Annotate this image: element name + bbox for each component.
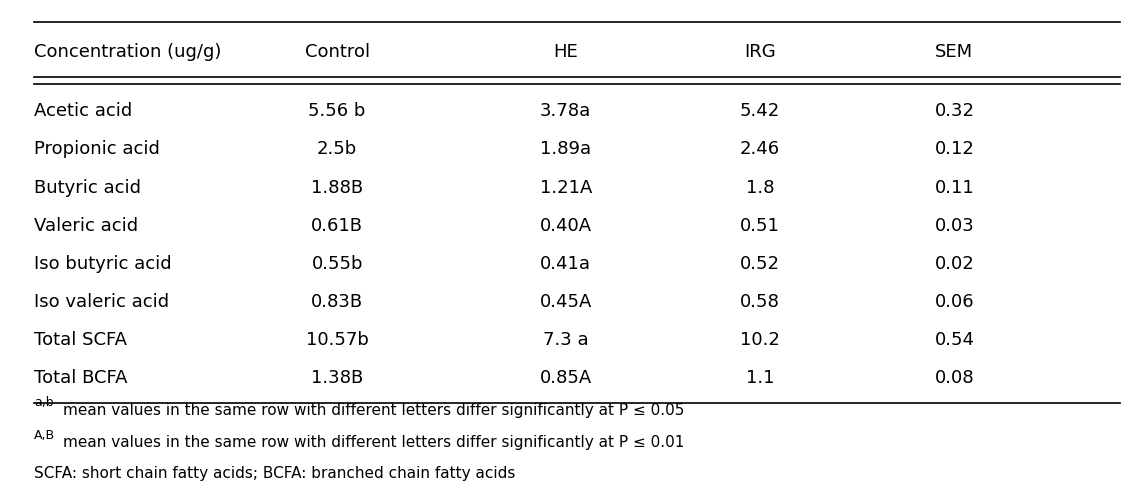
Text: Butyric acid: Butyric acid [34, 179, 142, 197]
Text: 1.1: 1.1 [746, 369, 774, 387]
Text: Total BCFA: Total BCFA [34, 369, 128, 387]
Text: 1.8: 1.8 [746, 179, 774, 197]
Text: 0.85A: 0.85A [539, 369, 592, 387]
Text: 0.41a: 0.41a [541, 255, 591, 273]
Text: 0.12: 0.12 [935, 141, 974, 158]
Text: 2.46: 2.46 [740, 141, 781, 158]
Text: 0.54: 0.54 [935, 331, 974, 349]
Text: 0.11: 0.11 [935, 179, 974, 197]
Text: Acetic acid: Acetic acid [34, 102, 133, 120]
Text: 5.56 b: 5.56 b [309, 102, 366, 120]
Text: SEM: SEM [935, 43, 974, 61]
Text: a,b: a,b [34, 396, 54, 409]
Text: 1.38B: 1.38B [311, 369, 363, 387]
Text: 0.03: 0.03 [935, 217, 974, 235]
Text: 7.3 a: 7.3 a [543, 331, 589, 349]
Text: 5.42: 5.42 [740, 102, 781, 120]
Text: 0.45A: 0.45A [539, 293, 592, 311]
Text: 0.32: 0.32 [935, 102, 974, 120]
Text: 0.58: 0.58 [741, 293, 780, 311]
Text: 0.83B: 0.83B [311, 293, 363, 311]
Text: SCFA: short chain fatty acids; BCFA: branched chain fatty acids: SCFA: short chain fatty acids; BCFA: bra… [34, 466, 515, 481]
Text: 0.52: 0.52 [741, 255, 780, 273]
Text: 0.06: 0.06 [935, 293, 974, 311]
Text: 0.40A: 0.40A [539, 217, 592, 235]
Text: 1.89a: 1.89a [541, 141, 591, 158]
Text: A,B: A,B [34, 429, 55, 442]
Text: 1.21A: 1.21A [539, 179, 592, 197]
Text: 0.51: 0.51 [741, 217, 780, 235]
Text: Iso butyric acid: Iso butyric acid [34, 255, 171, 273]
Text: Propionic acid: Propionic acid [34, 141, 160, 158]
Text: Control: Control [305, 43, 369, 61]
Text: 0.02: 0.02 [935, 255, 974, 273]
Text: 10.57b: 10.57b [305, 331, 369, 349]
Text: HE: HE [553, 43, 578, 61]
Text: mean values in the same row with different letters differ significantly at P ≤ 0: mean values in the same row with differe… [63, 436, 685, 450]
Text: IRG: IRG [744, 43, 776, 61]
Text: Concentration (ug/g): Concentration (ug/g) [34, 43, 222, 61]
Text: Valeric acid: Valeric acid [34, 217, 138, 235]
Text: 10.2: 10.2 [741, 331, 780, 349]
Text: 0.61B: 0.61B [311, 217, 363, 235]
Text: mean values in the same row with different letters differ significantly at P ≤ 0: mean values in the same row with differe… [63, 403, 685, 418]
Text: 1.88B: 1.88B [311, 179, 363, 197]
Text: Iso valeric acid: Iso valeric acid [34, 293, 169, 311]
Text: 0.55b: 0.55b [311, 255, 363, 273]
Text: Total SCFA: Total SCFA [34, 331, 127, 349]
Text: 2.5b: 2.5b [317, 141, 358, 158]
Text: 3.78a: 3.78a [541, 102, 591, 120]
Text: 0.08: 0.08 [935, 369, 974, 387]
